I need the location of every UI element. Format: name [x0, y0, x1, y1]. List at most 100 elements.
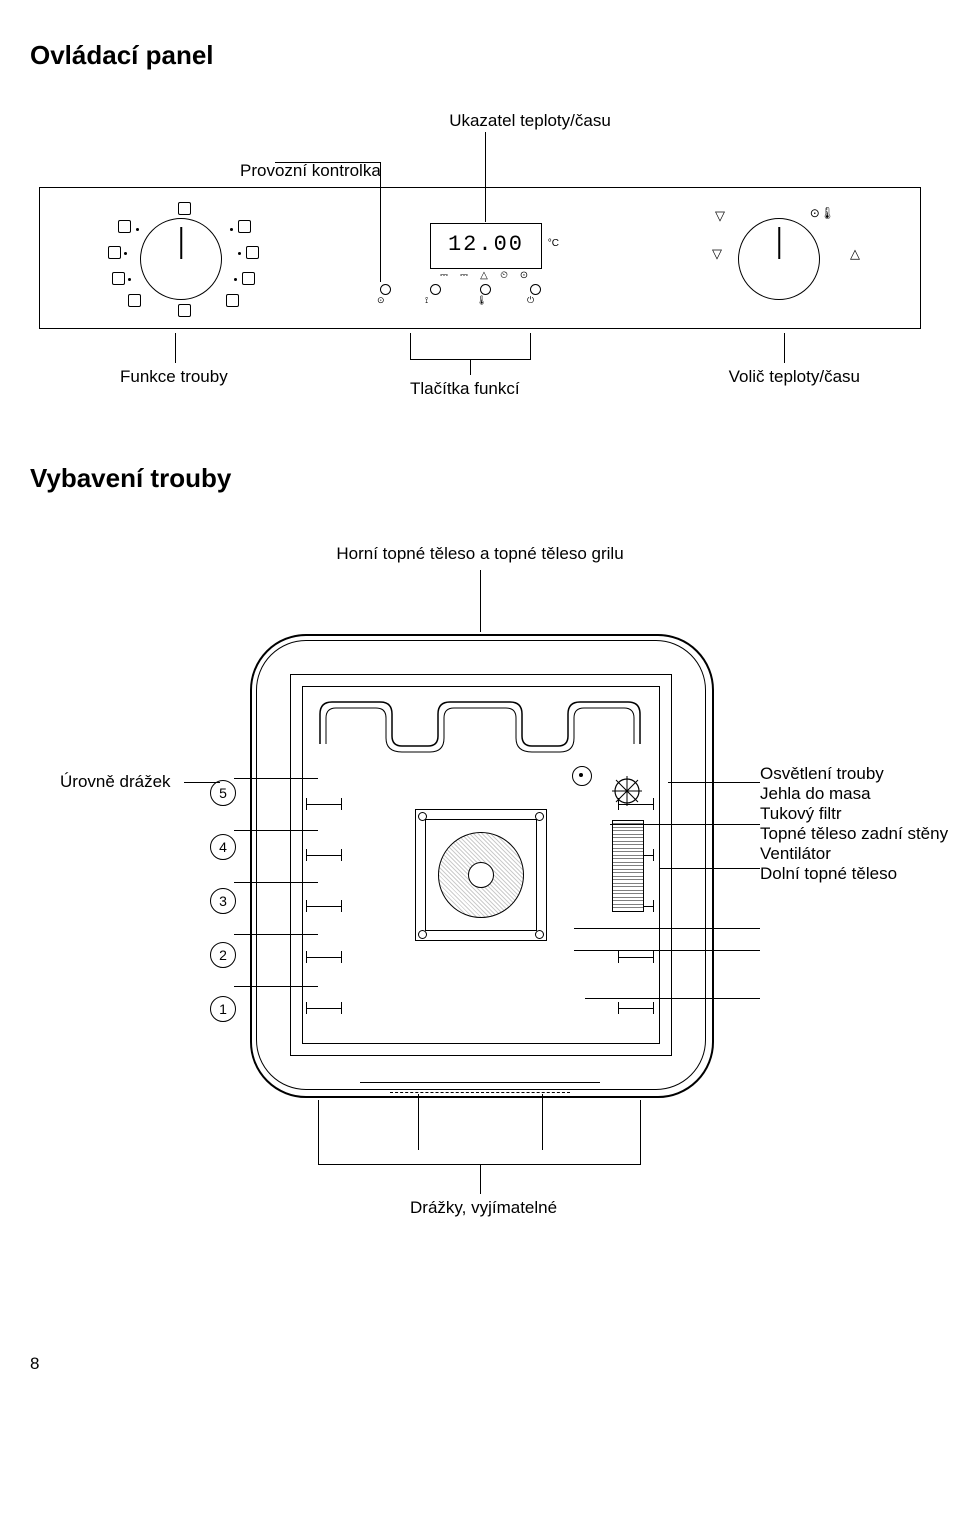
leader-line [418, 1094, 419, 1150]
leader-line [470, 359, 471, 375]
clock-icon: ⊙ [518, 270, 530, 281]
dot-icon [124, 252, 127, 255]
leader-line [574, 950, 760, 951]
led-indicator [380, 284, 391, 295]
mode-icon [178, 304, 191, 317]
led-indicator [430, 284, 441, 295]
leader-line [574, 928, 760, 929]
mode-icon [112, 272, 125, 285]
timer-icon: ⏲ [498, 270, 510, 281]
pot-icon: ⎓ [458, 270, 470, 281]
leader-line [234, 986, 318, 987]
down-icon: ▽ [715, 208, 725, 224]
leader-line [380, 162, 381, 282]
down-icon: ▽ [712, 246, 722, 262]
function-knob[interactable] [140, 218, 222, 300]
level-3: 3 [210, 888, 236, 914]
control-panel: 12.00 °C ⎓ ⎓ △ ⏲ ⊙ ⊙ ⟟ 🌡 ⏻ ⊙🌡 ▽ △ ▽ [39, 187, 921, 329]
dot-icon [128, 278, 131, 281]
leader-line [480, 570, 481, 632]
light-icon [610, 774, 644, 808]
leader-line [480, 1164, 481, 1194]
label-levels: Úrovně drážek [60, 772, 171, 792]
mode-icon [118, 220, 131, 233]
rail-left [306, 754, 342, 1059]
label-rear-heat: Topné těleso zadní stěny [760, 824, 960, 844]
label-funkce: Funkce trouby [120, 367, 228, 387]
dot-icon [230, 228, 233, 231]
up-icon: △ [850, 246, 860, 262]
power-icon: ⏻ [527, 295, 534, 306]
section-title: Vybavení trouby [30, 463, 930, 494]
led-indicator [530, 284, 541, 295]
level-4: 4 [210, 834, 236, 860]
leader-line [485, 132, 486, 222]
top-heating-element-icon [310, 694, 650, 754]
leader-line [234, 882, 318, 883]
mode-icon [246, 246, 259, 259]
label-removable: Drážky, vyjímatelné [410, 1198, 557, 1218]
temp-icon: 🌡 [476, 295, 487, 306]
leader-line [610, 824, 760, 825]
mode-icon [226, 294, 239, 307]
display-unit: °C [548, 238, 559, 249]
screw-icon [418, 930, 427, 939]
label-ukazatel: Ukazatel teploty/času [130, 111, 930, 131]
leader-line [530, 333, 531, 359]
clock-icon: ⊙ [377, 295, 385, 306]
page-number: 8 [30, 1354, 930, 1374]
oven-diagram: 5 4 3 2 1 Úrovně drážek Osvětlení trouby… [220, 624, 740, 1144]
display-time: 12.00 [431, 224, 541, 257]
leader-line [784, 333, 785, 363]
display: 12.00 °C [430, 223, 542, 269]
leader-line [234, 934, 318, 935]
leader-line [318, 1100, 319, 1164]
level-indicators: 5 4 3 2 1 [210, 752, 236, 1050]
temperature-knob[interactable] [738, 218, 820, 300]
dot-icon [238, 252, 241, 255]
mode-icon [242, 272, 255, 285]
bottom-heating-icon [390, 1092, 570, 1094]
pot-icon: ⎓ [438, 270, 450, 281]
leader-line [668, 782, 760, 783]
leader-line [234, 830, 318, 831]
label-top-heat: Horní topné těleso a topné těleso grilu [336, 544, 623, 563]
label-tlacitka: Tlačítka funkcí [410, 379, 520, 399]
level-2: 2 [210, 942, 236, 968]
grease-filter-icon [612, 820, 644, 912]
leader-line [585, 998, 760, 999]
probe-button-icon: ⟟ [425, 295, 428, 306]
mode-icon [128, 294, 141, 307]
led-indicator [480, 284, 491, 295]
probe-socket-icon [572, 766, 592, 786]
label-provozni: Provozní kontrolka [240, 161, 930, 181]
fan-hub [468, 862, 494, 888]
mode-icon [108, 246, 121, 259]
dot-icon [136, 228, 139, 231]
thermometer-icon: ⊙🌡 [810, 206, 835, 220]
label-fan: Ventilátor [760, 844, 960, 864]
leader-line [275, 162, 380, 163]
leader-line [234, 778, 318, 779]
leader-line [410, 333, 411, 359]
dot-icon [234, 278, 237, 281]
label-probe: Jehla do masa [760, 784, 960, 804]
mode-icon [178, 202, 191, 215]
right-label-group: Osvětlení trouby Jehla do masa Tukový fi… [760, 764, 960, 884]
level-5: 5 [210, 780, 236, 806]
page-title: Ovládací panel [30, 40, 930, 71]
screw-icon [418, 812, 427, 821]
label-volic: Volič teploty/času [729, 367, 860, 387]
leader-line [175, 333, 176, 363]
screw-icon [535, 930, 544, 939]
bottom-heating-icon [360, 1082, 600, 1084]
leader-line [660, 868, 760, 869]
label-light: Osvětlení trouby [760, 764, 960, 784]
leader-line [184, 782, 220, 783]
bell-icon: △ [478, 270, 490, 281]
mode-icon [238, 220, 251, 233]
label-filter: Tukový filtr [760, 804, 960, 824]
leader-line [640, 1100, 641, 1164]
level-1: 1 [210, 996, 236, 1022]
screw-icon [535, 812, 544, 821]
